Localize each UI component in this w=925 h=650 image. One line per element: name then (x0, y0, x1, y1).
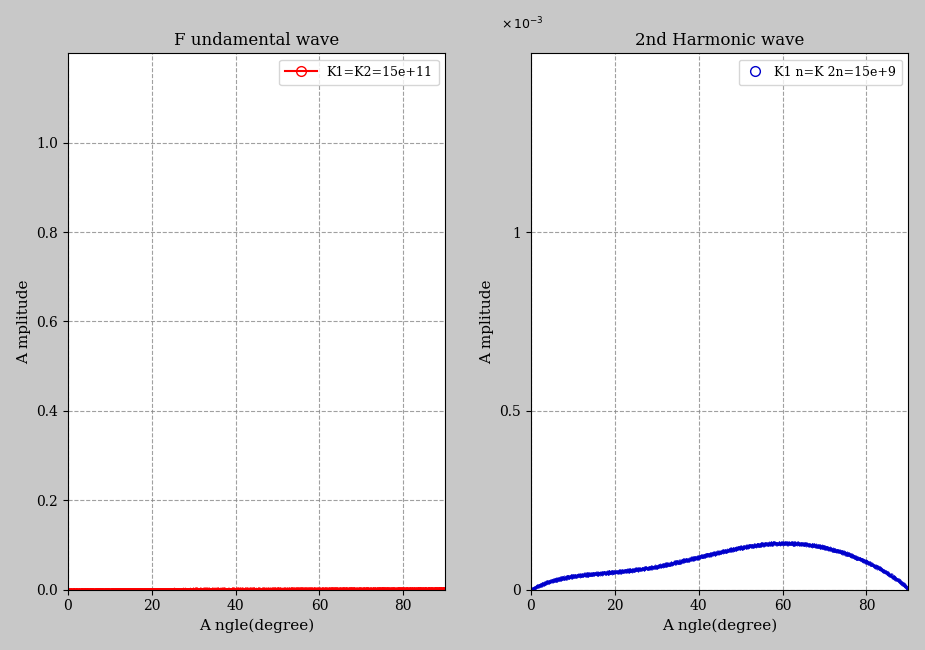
Title: 2nd Harmonic wave: 2nd Harmonic wave (635, 32, 805, 49)
Legend: K1=K2=15e+11: K1=K2=15e+11 (279, 60, 439, 85)
Y-axis label: A mplitude: A mplitude (480, 280, 494, 364)
Y-axis label: A mplitude: A mplitude (17, 280, 31, 364)
Title: F undamental wave: F undamental wave (174, 32, 339, 49)
X-axis label: A ngle(degree): A ngle(degree) (662, 619, 777, 633)
Legend: K1 n=K 2n=15e+9: K1 n=K 2n=15e+9 (739, 60, 902, 85)
X-axis label: A ngle(degree): A ngle(degree) (199, 619, 314, 633)
Text: $\times\,10^{-3}$: $\times\,10^{-3}$ (500, 15, 544, 32)
